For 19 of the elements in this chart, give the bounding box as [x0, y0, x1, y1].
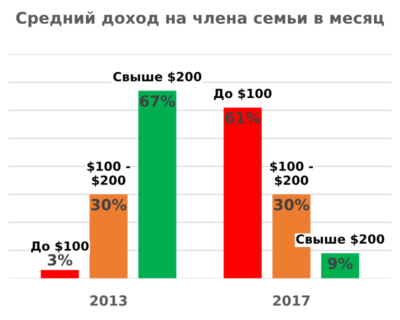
- x-tick-label: 2013: [90, 295, 127, 306]
- data-label: 9%: [328, 258, 353, 270]
- annotation: Свыше $200: [296, 234, 384, 246]
- x-tick-label: 2017: [273, 295, 310, 306]
- annotation: $100 - $200: [270, 161, 313, 187]
- data-label: 61%: [225, 112, 260, 124]
- bar: [138, 90, 176, 278]
- annotation: До $100: [31, 241, 89, 253]
- bar: [224, 108, 262, 278]
- data-label: 3%: [48, 254, 72, 266]
- annotation: Свыше $200: [113, 72, 202, 84]
- annotation: $100 - $200: [87, 161, 130, 187]
- data-label: 30%: [274, 198, 310, 210]
- chart-title: Средний доход на члена семьи в месяц: [16, 11, 384, 27]
- annotation: До $100: [214, 88, 272, 100]
- bar: [40, 270, 79, 278]
- data-label: 67%: [140, 95, 176, 107]
- data-label: 30%: [91, 198, 126, 210]
- bar: [90, 194, 128, 278]
